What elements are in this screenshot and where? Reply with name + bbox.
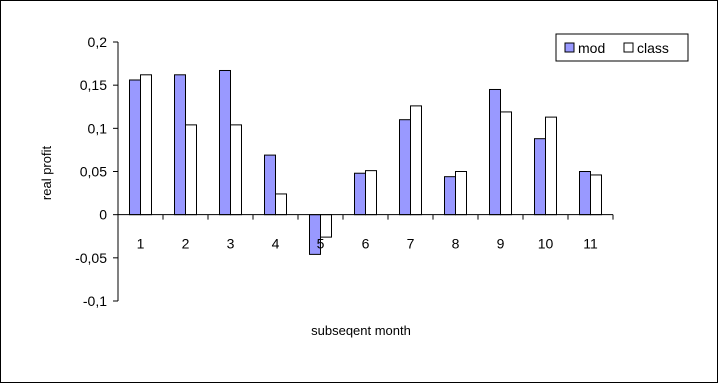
y-tick-label: 0 <box>99 207 107 223</box>
x-tick-label: 7 <box>407 236 415 252</box>
y-tick-label: -0,05 <box>75 250 107 266</box>
bar-class-10 <box>545 116 557 216</box>
bar-class-7 <box>410 105 422 216</box>
y-axis: 0,2 0,15 0,1 0,05 0 -0,05 -0,1 <box>75 34 119 309</box>
y-axis-title: real profit <box>39 146 54 201</box>
bar-class-3 <box>230 124 242 216</box>
x-tick-label: 9 <box>497 236 505 252</box>
bar-class-9 <box>500 111 512 216</box>
y-tick-label: 0,1 <box>88 120 108 136</box>
x-tick-label: 8 <box>452 236 460 252</box>
bar-mod-4 <box>264 154 276 216</box>
y-tick-label: 0,05 <box>80 164 107 180</box>
x-tick-label: 5 <box>317 236 325 252</box>
x-tick-label: 2 <box>182 236 190 252</box>
bar-mod-10 <box>534 138 546 216</box>
bar-class-8 <box>455 171 467 216</box>
bar-mod-7 <box>399 119 411 216</box>
bar-class-1 <box>140 74 152 216</box>
bar-mod-3 <box>219 69 231 216</box>
x-tick-label: 1 <box>137 236 145 252</box>
bars <box>129 69 602 255</box>
legend-swatch-class <box>623 42 634 53</box>
x-tick-label: 6 <box>362 236 370 252</box>
legend-label-class: class <box>637 40 669 56</box>
bar-class-6 <box>365 170 377 216</box>
bar-class-2 <box>185 124 197 216</box>
x-tick-label: 11 <box>583 236 598 252</box>
bar-mod-1 <box>129 79 141 216</box>
y-tick-label: 0,15 <box>80 77 107 93</box>
y-tick-label: 0,2 <box>88 34 108 50</box>
bar-mod-2 <box>174 74 186 216</box>
bar-mod-6 <box>354 172 366 216</box>
bar-mod-11 <box>579 171 591 216</box>
bar-mod-8 <box>444 176 456 216</box>
y-tick-label: -0,1 <box>83 293 107 309</box>
legend-box <box>555 33 689 62</box>
x-tick-label: 4 <box>272 236 280 252</box>
bar-class-4 <box>275 193 287 216</box>
legend-label-mod: mod <box>578 40 605 56</box>
x-tick-label: 10 <box>538 236 554 252</box>
bar-mod-9 <box>489 88 501 216</box>
bar-class-5 <box>320 214 332 238</box>
legend: mod class <box>555 33 689 62</box>
x-tick-label: 3 <box>227 236 235 252</box>
x-axis: 1 2 3 4 5 6 7 8 9 10 11 <box>117 214 614 252</box>
bar-class-11 <box>590 174 602 216</box>
x-axis-title: subseqent month <box>311 323 411 338</box>
legend-swatch-mod <box>564 42 575 53</box>
